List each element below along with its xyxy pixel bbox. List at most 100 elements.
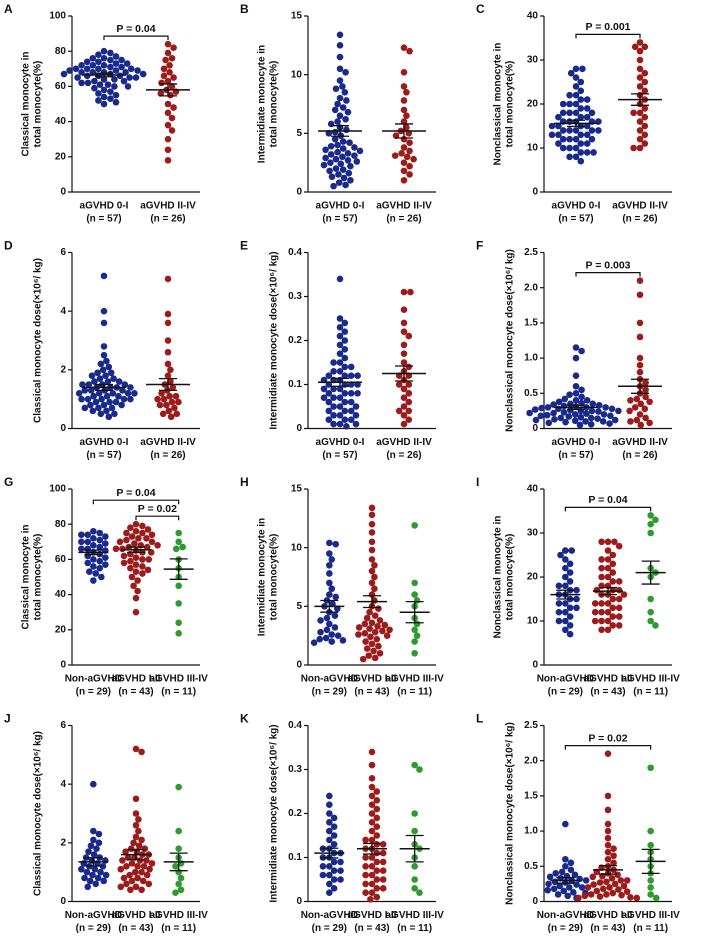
y-tick-label: 0.5	[524, 388, 538, 399]
data-point	[406, 171, 413, 178]
data-point	[341, 328, 349, 336]
data-point	[154, 542, 161, 549]
data-point	[405, 363, 413, 371]
data-point	[326, 792, 333, 800]
data-point	[578, 884, 586, 891]
data-point	[157, 90, 165, 97]
x-tick-label: aGVHD I-II	[584, 910, 633, 921]
data-point	[347, 407, 355, 415]
data-point	[105, 413, 113, 421]
data-point	[572, 144, 580, 152]
panel-letter: F	[476, 239, 483, 253]
data-point	[138, 886, 145, 894]
data-point	[641, 43, 649, 51]
data-point	[104, 81, 112, 88]
data-point	[368, 801, 376, 808]
data-point	[368, 511, 376, 519]
y-tick-label: 2.0	[524, 282, 538, 293]
data-point	[127, 564, 134, 572]
data-point	[584, 884, 592, 891]
x-tick-label: aGVHD II-IV	[376, 201, 432, 212]
data-point	[177, 886, 185, 894]
data-point	[356, 147, 364, 155]
data-point	[546, 873, 554, 881]
data-point	[642, 393, 649, 401]
data-point	[604, 617, 612, 625]
sem-bar	[363, 842, 381, 855]
data-point	[147, 549, 155, 556]
data-point	[566, 135, 573, 143]
data-point	[610, 852, 617, 860]
data-point	[400, 176, 408, 184]
data-point	[95, 839, 103, 847]
panel-letter: G	[4, 475, 13, 489]
data-point	[145, 556, 153, 563]
data-point	[325, 398, 333, 406]
data-point	[88, 372, 96, 380]
data-point	[162, 56, 169, 64]
x-tick-label: Non-aGVHD	[537, 910, 594, 921]
data-point	[631, 43, 639, 51]
data-point	[102, 561, 109, 568]
data-point	[345, 169, 353, 177]
data-point	[337, 876, 344, 883]
data-point	[568, 547, 576, 554]
data-point	[593, 586, 601, 594]
data-point	[416, 766, 423, 773]
y-tick-label: 0	[60, 896, 66, 907]
y-tick-label: 1.0	[524, 353, 538, 364]
data-point	[615, 604, 623, 612]
data-point	[102, 533, 109, 540]
data-point	[368, 783, 376, 791]
n-label: (n = 26)	[622, 450, 657, 461]
data-point	[164, 319, 172, 327]
data-point	[336, 77, 344, 84]
data-point	[555, 131, 562, 139]
panel-letter: C	[476, 2, 485, 16]
data-point	[352, 412, 360, 419]
data-point	[170, 44, 177, 51]
data-point	[373, 832, 381, 839]
data-point	[566, 127, 573, 134]
data-point	[136, 857, 144, 864]
data-point	[562, 600, 569, 607]
data-point	[410, 155, 417, 163]
data-point	[60, 70, 68, 78]
data-point	[341, 319, 349, 327]
data-point	[636, 411, 644, 418]
data-point	[332, 165, 340, 172]
y-tick-label: 0.5	[524, 861, 538, 872]
data-point	[562, 626, 569, 634]
data-point	[371, 573, 378, 581]
data-point	[572, 74, 580, 81]
n-label: (n = 43)	[118, 923, 153, 934]
data-point	[538, 404, 545, 412]
data-point	[598, 626, 605, 634]
data-point	[362, 871, 369, 879]
data-point	[341, 354, 349, 362]
data-point	[96, 81, 104, 88]
data-point	[326, 836, 333, 844]
data-point	[332, 85, 340, 93]
data-point	[416, 889, 423, 896]
y-tick-label: 0.4	[288, 720, 302, 731]
data-point	[87, 401, 94, 409]
data-point	[400, 319, 408, 327]
data-point	[341, 88, 349, 96]
y-tick-label: 60	[55, 81, 67, 92]
data-point	[342, 115, 349, 123]
data-point	[130, 582, 137, 590]
data-point	[124, 83, 132, 90]
data-point	[559, 135, 567, 143]
data-point	[636, 333, 644, 341]
y-axis-label: total monocyte(%)	[505, 61, 516, 148]
data-point	[641, 105, 649, 112]
sem-bar	[395, 365, 413, 382]
data-point	[400, 359, 408, 366]
sem-bar	[599, 864, 617, 875]
data-point	[143, 857, 150, 864]
data-point	[614, 871, 621, 879]
data-point	[111, 83, 118, 90]
data-point	[594, 415, 601, 422]
data-point	[566, 884, 573, 891]
